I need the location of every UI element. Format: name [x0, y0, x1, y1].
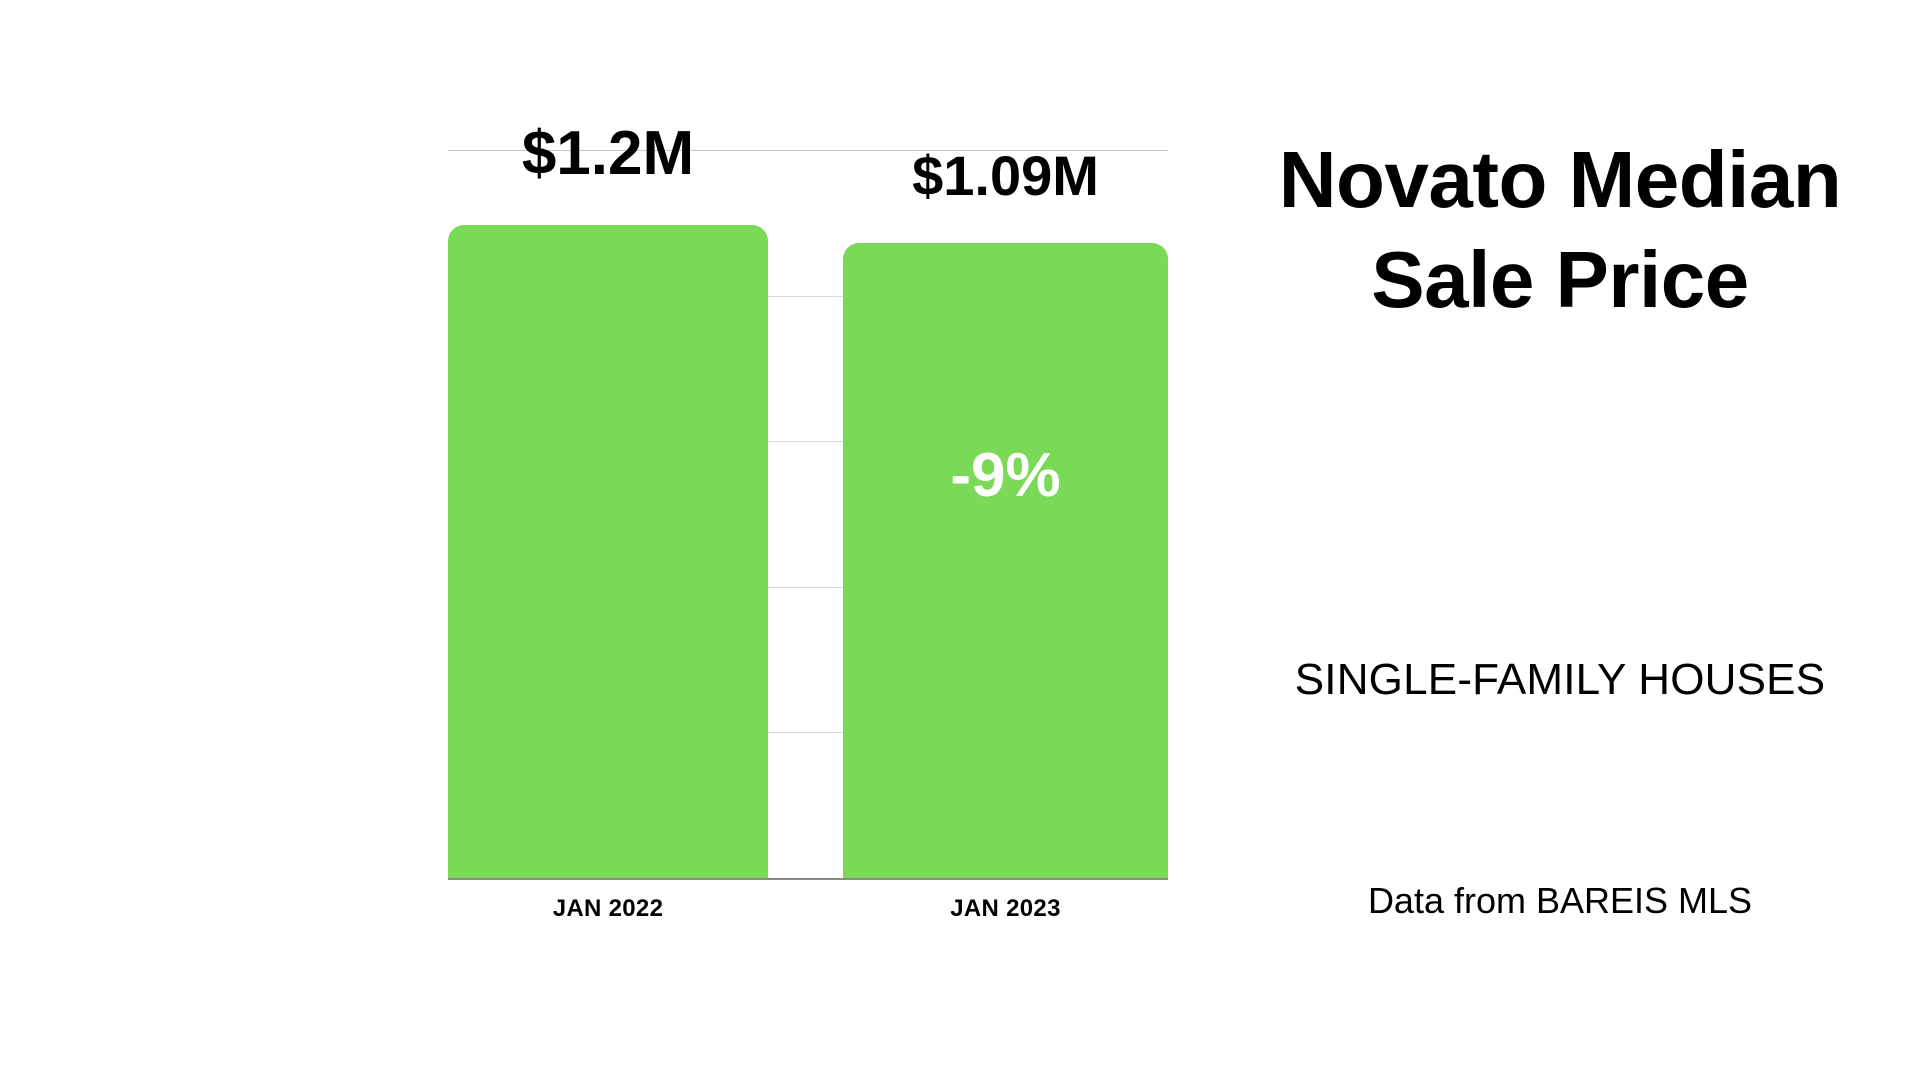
x-axis-tick-label-jan-2023: JAN 2023 [950, 895, 1061, 922]
chart-title: Novato Median Sale Price [1278, 135, 1842, 324]
bar-value-label-jan-2022: $1.2M [521, 119, 695, 188]
bar-chart: $1,250,000 $1,000,000 $750,000 $500,000 … [448, 119, 1168, 922]
bar-jan-2023[interactable] [843, 243, 1168, 878]
plot-area [448, 150, 1168, 878]
gridline-500000 [448, 587, 1168, 588]
bar-delta-label-jan-2023: -9% [950, 441, 1061, 510]
gridline-250000 [448, 732, 1168, 733]
gridline-1250000 [448, 150, 1168, 151]
chart-subtitle: SINGLE-FAMILY HOUSES [1294, 655, 1826, 704]
gridline-750000 [448, 441, 1168, 442]
bar-value-label-jan-2023: $1.09M [912, 144, 1099, 207]
gridline-1000000 [448, 296, 1168, 297]
bar-jan-2022[interactable] [448, 225, 768, 878]
x-axis-tick-label-jan-2022: JAN 2022 [552, 895, 664, 922]
x-axis-line [448, 878, 1168, 880]
caption-panel: Novato Median Sale Price SINGLE-FAMILY H… [1200, 0, 1920, 1080]
data-source-label: Data from BAREIS MLS [1367, 880, 1753, 921]
